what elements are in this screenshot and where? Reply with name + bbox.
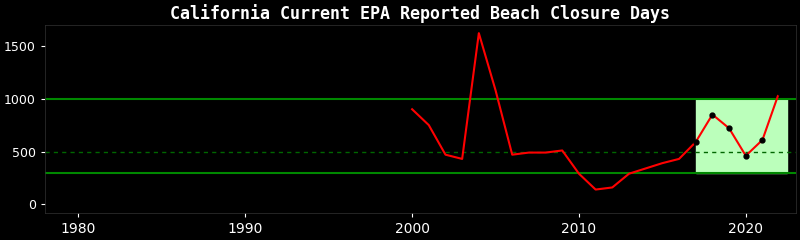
Title: California Current EPA Reported Beach Closure Days: California Current EPA Reported Beach Cl… (170, 4, 670, 23)
Bar (696, 99, 787, 173)
